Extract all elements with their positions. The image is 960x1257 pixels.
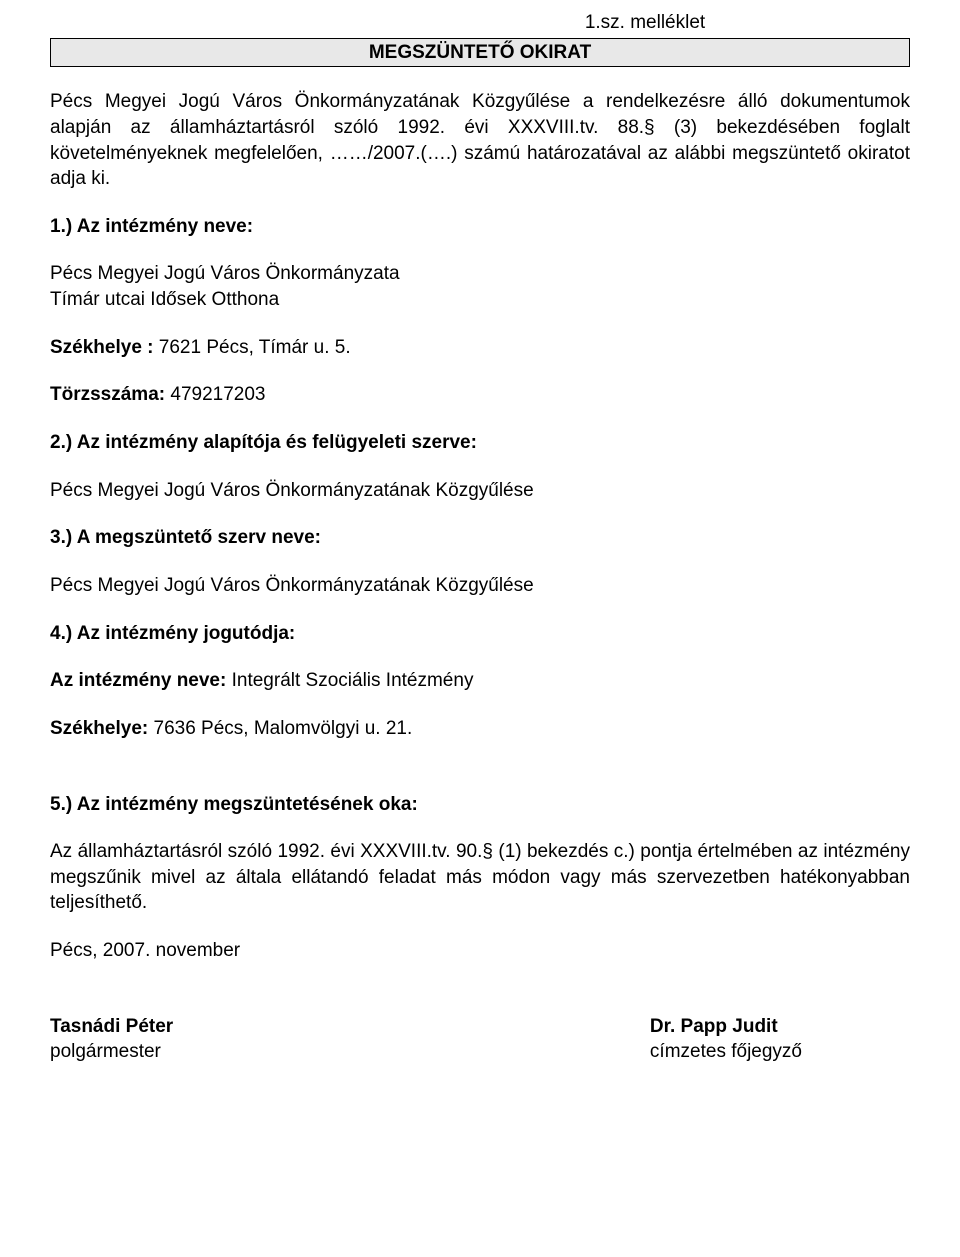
section1-heading: 1.) Az intézmény neve:	[50, 214, 910, 240]
successor-seat-line: Székhelye: 7636 Pécs, Malomvölgyi u. 21.	[50, 716, 910, 742]
signer-left-title: polgármester	[50, 1039, 173, 1065]
institution-name-line2: Tímár utcai Idősek Otthona	[50, 287, 910, 313]
section3-heading: 3.) A megszüntető szerv neve:	[50, 525, 910, 551]
signature-right: Dr. Papp Judit címzetes főjegyző	[650, 1014, 802, 1065]
signer-right-name: Dr. Papp Judit	[650, 1014, 802, 1040]
signatures-block: Tasnádi Péter polgármester Dr. Papp Judi…	[50, 1014, 910, 1065]
regnum-line: Törzsszáma: 479217203	[50, 382, 910, 408]
section4-heading: 4.) Az intézmény jogutódja:	[50, 621, 910, 647]
regnum-value: 479217203	[170, 384, 265, 405]
section5-heading: 5.) Az intézmény megszüntetésének oka:	[50, 792, 910, 818]
signer-left-name: Tasnádi Péter	[50, 1014, 173, 1040]
attachment-label: 1.sz. melléklet	[380, 10, 910, 36]
document-date: Pécs, 2007. november	[50, 938, 910, 964]
successor-seat-label: Székhelye:	[50, 718, 148, 739]
signature-left: Tasnádi Péter polgármester	[50, 1014, 173, 1065]
institution-name-line1: Pécs Megyei Jogú Város Önkormányzata	[50, 261, 910, 287]
section3-body: Pécs Megyei Jogú Város Önkormányzatának …	[50, 573, 910, 599]
successor-seat-value: 7636 Pécs, Malomvölgyi u. 21.	[148, 718, 412, 739]
seat-line: Székhelye : 7621 Pécs, Tímár u. 5.	[50, 335, 910, 361]
successor-name-line: Az intézmény neve: Integrált Szociális I…	[50, 668, 910, 694]
section2-heading: 2.) Az intézmény alapítója és felügyelet…	[50, 430, 910, 456]
document-title: MEGSZÜNTETŐ OKIRAT	[50, 38, 910, 68]
section5-body: Az államháztartásról szóló 1992. évi XXX…	[50, 839, 910, 916]
regnum-label: Törzsszáma:	[50, 384, 170, 405]
successor-name-label: Az intézmény neve:	[50, 670, 226, 691]
seat-value: 7621 Pécs, Tímár u. 5.	[154, 337, 351, 358]
successor-name-value: Integrált Szociális Intézmény	[226, 670, 473, 691]
seat-label: Székhelye :	[50, 337, 154, 358]
section2-body: Pécs Megyei Jogú Város Önkormányzatának …	[50, 478, 910, 504]
intro-paragraph: Pécs Megyei Jogú Város Önkormányzatának …	[50, 89, 910, 192]
signer-right-title: címzetes főjegyző	[650, 1039, 802, 1065]
